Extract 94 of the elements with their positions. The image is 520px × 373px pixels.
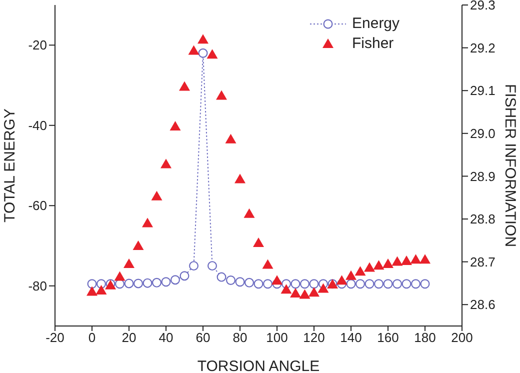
point [401,255,412,265]
point [216,272,226,282]
point [336,275,348,285]
point [216,90,227,100]
point [346,279,356,289]
legend-label: Fisher [352,34,394,54]
point [374,279,384,289]
point [124,258,134,268]
x-tick-label: 160 [377,330,399,346]
y2-tick-label: 28.6 [470,297,496,312]
point [410,254,422,264]
point [290,288,301,298]
x-tick-label: 120 [303,330,325,346]
x-tick-label: 80 [232,330,248,346]
x-tick-label: 180 [414,330,436,346]
x-tick-label: 100 [266,330,288,346]
point [96,284,107,294]
x-tick-label: 60 [196,330,210,346]
point [114,271,126,281]
point [235,277,245,287]
y-axis-title: TOTAL ENERGY [1,108,18,222]
point [179,81,190,91]
x-tick-label: 20 [122,330,136,346]
point [354,266,366,276]
point [244,208,255,218]
y2-tick-label: 28.9 [470,168,496,184]
point [299,289,310,299]
x-tick-label: 200 [451,330,473,346]
point [420,279,430,289]
point [420,254,430,264]
point [132,240,144,250]
point [254,279,264,289]
point [142,218,153,228]
point [180,271,190,281]
y-tick-label: -60 [28,198,47,214]
point [134,278,143,288]
y2-tick-label: 29.1 [470,83,496,98]
point [364,262,375,272]
point [170,121,181,131]
y2-tick-label: 29.0 [470,126,496,142]
point [189,261,198,271]
point [411,279,420,289]
point [300,279,310,289]
point [382,258,394,268]
point [356,279,365,289]
x-axis-title: TORSION ANGLE [197,358,320,373]
y-tick-label: -20 [28,38,47,53]
point [161,277,171,287]
point [124,278,134,288]
point [392,256,403,266]
point [309,279,319,289]
y2-axis-title: FISHER INFORMATION [502,84,519,248]
point [152,278,162,288]
point [253,237,264,247]
point [383,279,393,289]
y-tick-label: -40 [28,118,47,133]
point [280,284,292,294]
legend-label: Energy [352,14,400,34]
y2-tick-label: 28.8 [470,212,496,227]
point [87,279,97,289]
x-tick-label: 40 [158,330,174,346]
point [272,275,282,285]
point [402,279,412,289]
point [160,158,172,168]
x-tick-label: 0 [88,330,96,346]
point [225,134,236,144]
point [198,34,208,44]
point [96,279,106,289]
point [86,286,98,296]
y2-tick-label: 29.2 [470,40,496,56]
point [208,261,217,271]
point [262,259,274,269]
point [198,48,208,58]
point [151,190,162,200]
point [318,283,329,293]
point [392,279,402,289]
point [373,260,384,270]
y-tick-label: -80 [28,278,47,294]
point [234,174,246,184]
point [244,278,254,288]
point [364,279,374,289]
point [290,279,300,289]
point [206,49,218,59]
x-tick-label: -20 [46,330,64,346]
y2-tick-label: 28.7 [470,254,496,270]
point [188,45,200,55]
point [142,278,152,288]
point [346,270,356,280]
point [308,287,320,297]
y2-tick-label: 29.3 [470,0,496,13]
x-tick-label: 140 [340,330,362,346]
point [170,275,180,285]
point [263,279,272,289]
point [226,276,236,286]
